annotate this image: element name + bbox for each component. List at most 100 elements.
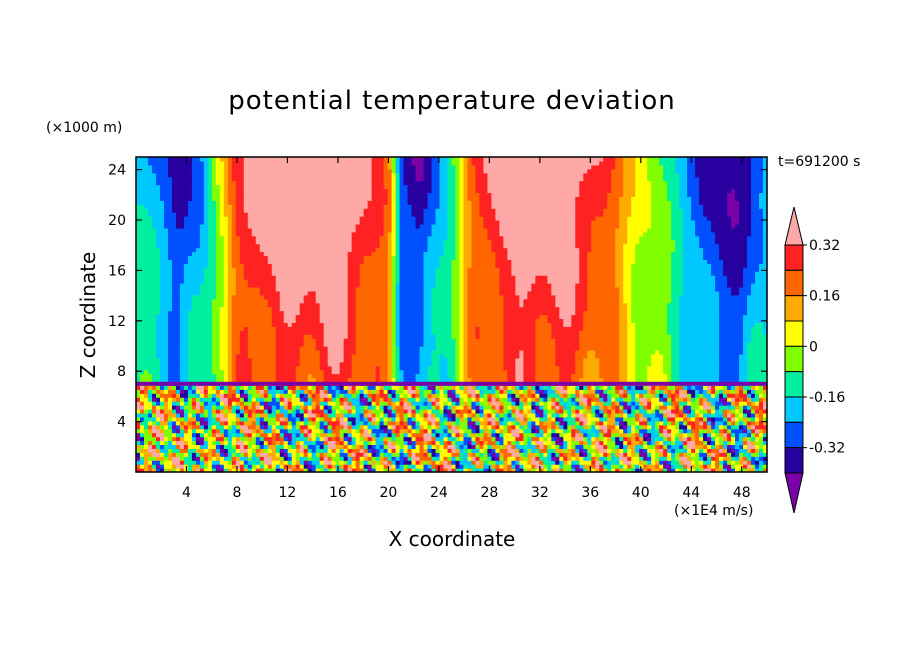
heatmap-cell [223, 239, 229, 245]
heatmap-cell [299, 188, 305, 194]
heatmap-cell [219, 298, 225, 304]
heatmap-cell [339, 452, 345, 457]
heatmap-cell [155, 373, 161, 379]
heatmap-cell [259, 361, 265, 367]
heatmap-cell [343, 338, 349, 343]
heatmap-cell [155, 286, 161, 292]
heatmap-cell [171, 298, 177, 304]
heatmap-cell [143, 365, 149, 371]
heatmap-cell [331, 172, 337, 178]
heatmap-cell [331, 365, 337, 371]
heatmap-cell [159, 405, 165, 410]
heatmap-cell [315, 286, 321, 292]
heatmap-cell [311, 263, 317, 268]
heatmap-cell [151, 412, 157, 418]
heatmap-cell [335, 377, 341, 383]
heatmap-cell [207, 468, 213, 473]
heatmap-cell [267, 401, 273, 406]
heatmap-cell [223, 365, 229, 371]
heatmap-cell [235, 220, 241, 225]
heatmap-cell [379, 192, 385, 197]
heatmap-cell [291, 452, 297, 457]
heatmap-cell [371, 342, 377, 347]
heatmap-cell [151, 349, 157, 355]
heatmap-cell [267, 448, 273, 453]
heatmap-cell [211, 385, 217, 390]
heatmap-cell [179, 314, 185, 320]
heatmap-cell [307, 346, 313, 351]
heatmap-cell [255, 180, 261, 186]
heatmap-cell [136, 294, 141, 300]
heatmap-cell [243, 314, 249, 320]
heatmap-cell [315, 464, 321, 469]
heatmap-cell [283, 365, 289, 371]
heatmap-cell [187, 424, 193, 430]
heatmap-cell [287, 188, 293, 194]
heatmap-cell [303, 338, 309, 343]
heatmap-cell [167, 212, 173, 217]
heatmap-cell [191, 373, 197, 379]
heatmap-cell [367, 220, 373, 225]
heatmap-cell [167, 290, 173, 296]
heatmap-cell [251, 436, 257, 442]
heatmap-cell [163, 283, 169, 288]
heatmap-cell [367, 432, 373, 438]
heatmap-cell [179, 290, 185, 296]
heatmap-cell [191, 377, 197, 383]
heatmap-cell [167, 306, 173, 312]
heatmap-cell [195, 204, 201, 209]
heatmap-cell [143, 294, 149, 300]
heatmap-cell [175, 216, 181, 221]
heatmap-cell [239, 180, 245, 186]
heatmap-cell [303, 164, 309, 170]
heatmap-cell [211, 247, 217, 253]
heatmap-cell [367, 444, 373, 449]
heatmap-cell [299, 412, 305, 418]
heatmap-cell [227, 456, 233, 461]
heatmap-cell [247, 448, 253, 453]
heatmap-cell [339, 440, 345, 446]
heatmap-cell [215, 279, 221, 284]
heatmap-cell [255, 436, 261, 442]
heatmap-cell [183, 208, 189, 213]
heatmap-cell [227, 448, 233, 453]
heatmap-cell [159, 263, 165, 268]
heatmap-cell [303, 405, 309, 410]
heatmap-cell [143, 290, 149, 296]
heatmap-cell [191, 361, 197, 367]
heatmap-cell [179, 393, 185, 398]
heatmap-cell [363, 227, 369, 233]
heatmap-cell [371, 263, 377, 268]
heatmap-cell [159, 330, 165, 335]
heatmap-cell [163, 318, 169, 323]
heatmap-cell [136, 239, 141, 245]
heatmap-cell [283, 208, 289, 213]
heatmap-cell [311, 428, 317, 434]
heatmap-cell [219, 373, 225, 379]
heatmap-cell [319, 223, 325, 229]
heatmap-cell [299, 263, 305, 268]
heatmap-cell [371, 204, 377, 209]
heatmap-cell [231, 389, 237, 394]
heatmap-cell [247, 168, 253, 174]
heatmap-cell [147, 440, 153, 446]
heatmap-cell [235, 286, 241, 292]
heatmap-cell [271, 164, 277, 170]
heatmap-cell [215, 424, 221, 430]
heatmap-cell [171, 212, 177, 217]
heatmap-cell [251, 310, 257, 316]
heatmap-cell [239, 267, 245, 272]
heatmap-cell [163, 420, 169, 426]
heatmap-cell [167, 338, 173, 343]
heatmap-cell [247, 405, 253, 410]
heatmap-cell [351, 188, 357, 194]
heatmap-cell [339, 184, 345, 190]
heatmap-cell [291, 172, 297, 178]
heatmap-cell [351, 377, 357, 383]
heatmap-cell [231, 452, 237, 457]
heatmap-cell [283, 180, 289, 186]
heatmap-cell [271, 157, 277, 162]
heatmap-cell [195, 184, 201, 190]
heatmap-cell [331, 401, 337, 406]
heatmap-cell [287, 369, 293, 375]
